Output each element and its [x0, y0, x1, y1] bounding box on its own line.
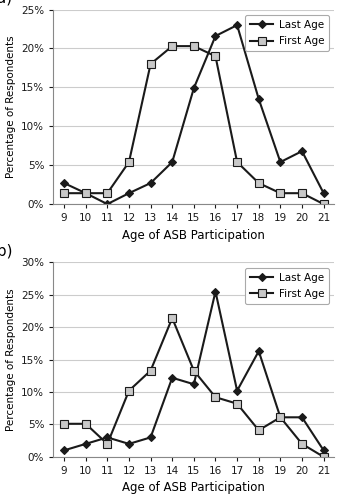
First Age	[235, 159, 239, 165]
Text: (b): (b)	[0, 244, 13, 258]
First Age	[127, 388, 131, 394]
Last Age	[149, 180, 153, 186]
Last Age	[149, 434, 153, 440]
Last Age	[127, 441, 131, 447]
First Age	[170, 315, 174, 321]
First Age	[62, 421, 66, 427]
First Age	[214, 394, 218, 400]
First Age	[322, 201, 326, 207]
Last Age	[62, 448, 66, 454]
Line: First Age: First Age	[60, 314, 328, 461]
Last Age	[322, 448, 326, 454]
Last Age	[192, 85, 196, 91]
Line: Last Age: Last Age	[61, 288, 327, 454]
Last Age	[235, 22, 239, 28]
First Age	[84, 190, 88, 196]
Line: Last Age: Last Age	[61, 22, 327, 207]
First Age	[300, 441, 304, 447]
Last Age	[257, 348, 261, 354]
Last Age	[192, 381, 196, 387]
Text: (a): (a)	[0, 0, 13, 6]
Line: First Age: First Age	[60, 42, 328, 208]
Last Age	[300, 414, 304, 420]
Last Age	[170, 375, 174, 381]
X-axis label: Age of ASB Participation: Age of ASB Participation	[122, 228, 265, 241]
First Age	[62, 190, 66, 196]
Last Age	[170, 159, 174, 165]
Last Age	[105, 201, 109, 207]
Last Age	[257, 96, 261, 102]
First Age	[127, 159, 131, 165]
First Age	[105, 190, 109, 196]
Last Age	[62, 180, 66, 186]
First Age	[235, 400, 239, 406]
First Age	[84, 421, 88, 427]
First Age	[192, 368, 196, 374]
Y-axis label: Percentage of Respondents: Percentage of Respondents	[5, 288, 16, 431]
Last Age	[214, 33, 218, 39]
First Age	[300, 190, 304, 196]
Last Age	[84, 190, 88, 196]
Legend: Last Age, First Age: Last Age, First Age	[245, 268, 329, 304]
First Age	[149, 368, 153, 374]
Legend: Last Age, First Age: Last Age, First Age	[245, 15, 329, 52]
First Age	[322, 454, 326, 460]
First Age	[192, 43, 196, 49]
X-axis label: Age of ASB Participation: Age of ASB Participation	[122, 482, 265, 494]
Last Age	[127, 190, 131, 196]
First Age	[170, 43, 174, 49]
Last Age	[300, 148, 304, 154]
Last Age	[278, 159, 283, 165]
Last Age	[235, 388, 239, 394]
First Age	[105, 441, 109, 447]
First Age	[278, 414, 283, 420]
First Age	[257, 180, 261, 186]
First Age	[214, 53, 218, 59]
First Age	[149, 61, 153, 67]
Last Age	[278, 414, 283, 420]
Last Age	[322, 190, 326, 196]
First Age	[257, 428, 261, 434]
Y-axis label: Percentage of Respondents: Percentage of Respondents	[5, 36, 16, 178]
Last Age	[105, 434, 109, 440]
Last Age	[84, 441, 88, 447]
Last Age	[214, 288, 218, 294]
First Age	[278, 190, 283, 196]
